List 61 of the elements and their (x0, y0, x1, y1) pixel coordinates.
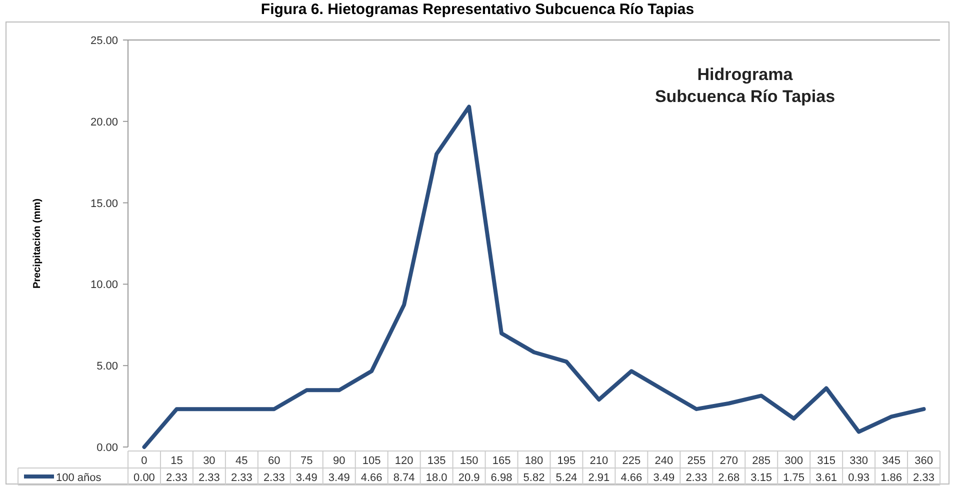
x-tick-label: 240 (654, 455, 674, 467)
x-tick-label: 165 (492, 455, 511, 467)
x-tick-label: 0 (141, 455, 148, 467)
chart-title: Figura 6. Hietogramas Representativo Subcuenca Río Tapias (260, 1, 694, 18)
data-label: 2.33 (686, 472, 708, 484)
x-tick-label: 150 (460, 455, 478, 467)
x-tick-label: 315 (817, 455, 836, 467)
x-tick-label: 105 (362, 455, 381, 467)
x-tick-label: 210 (590, 455, 608, 467)
data-label: 20.9 (458, 472, 480, 484)
data-label: 3.49 (653, 472, 675, 484)
data-label: 5.24 (556, 472, 578, 484)
x-tick-label: 300 (784, 455, 804, 467)
y-tick-label: 10.00 (90, 279, 118, 292)
data-label: 2.33 (263, 472, 285, 484)
data-label: 2.33 (198, 472, 220, 484)
x-tick-label: 255 (687, 455, 706, 467)
x-tick-label: 75 (300, 455, 313, 467)
y-tick-label: 15.00 (90, 198, 118, 210)
legend-label: 100 años (56, 472, 102, 484)
annotation: Hidrograma Subcuenca Río Tapias (654, 65, 836, 106)
x-tick-label: 120 (394, 455, 414, 467)
y-tick-label: 25.00 (90, 35, 118, 47)
x-tick-label: 195 (557, 455, 576, 467)
data-label: 0.00 (134, 472, 155, 484)
data-label: 1.75 (783, 472, 805, 484)
data-label: 3.15 (750, 472, 772, 484)
x-tick-label: 90 (332, 455, 346, 467)
data-label: 4.66 (620, 472, 642, 484)
y-axis-title: Precipitación (mm) (32, 198, 43, 289)
x-tick-label: 270 (720, 455, 738, 467)
data-label: 8.74 (393, 472, 415, 484)
x-tick-label: 135 (427, 455, 446, 467)
x-tick-label: 225 (622, 455, 641, 467)
x-tick-label: 30 (203, 455, 216, 467)
data-label: 1.86 (880, 472, 902, 484)
data-label: 3.61 (816, 472, 838, 484)
x-tick-label: 60 (268, 455, 280, 467)
x-tick-label: 180 (524, 455, 544, 467)
data-label: 2.33 (230, 472, 252, 484)
line-series (142, 104, 926, 449)
data-label: 2.91 (588, 472, 610, 484)
x-tick-label: 330 (850, 455, 868, 467)
x-tick-label: 15 (170, 455, 183, 467)
x-tick-label: 45 (236, 455, 248, 467)
x-tick-label: 345 (882, 455, 900, 467)
x-tick-label: 360 (914, 455, 933, 467)
data-label: 2.33 (913, 472, 934, 484)
data-label: 3.49 (328, 472, 350, 484)
data-label: 0.93 (848, 472, 870, 484)
data-label: 6.98 (490, 472, 512, 484)
x-tick-label: 285 (752, 455, 771, 467)
data-label: 5.82 (523, 472, 545, 484)
y-tick-label: 0.00 (96, 442, 118, 454)
y-tick-label: 5.00 (96, 360, 118, 373)
y-tick-label: 20.00 (90, 116, 118, 128)
data-label: 2.33 (166, 472, 188, 484)
data-label: 4.66 (360, 472, 382, 484)
data-label: 3.49 (296, 472, 318, 484)
data-label: 2.68 (718, 472, 740, 484)
data-label: 18.0 (426, 472, 448, 484)
